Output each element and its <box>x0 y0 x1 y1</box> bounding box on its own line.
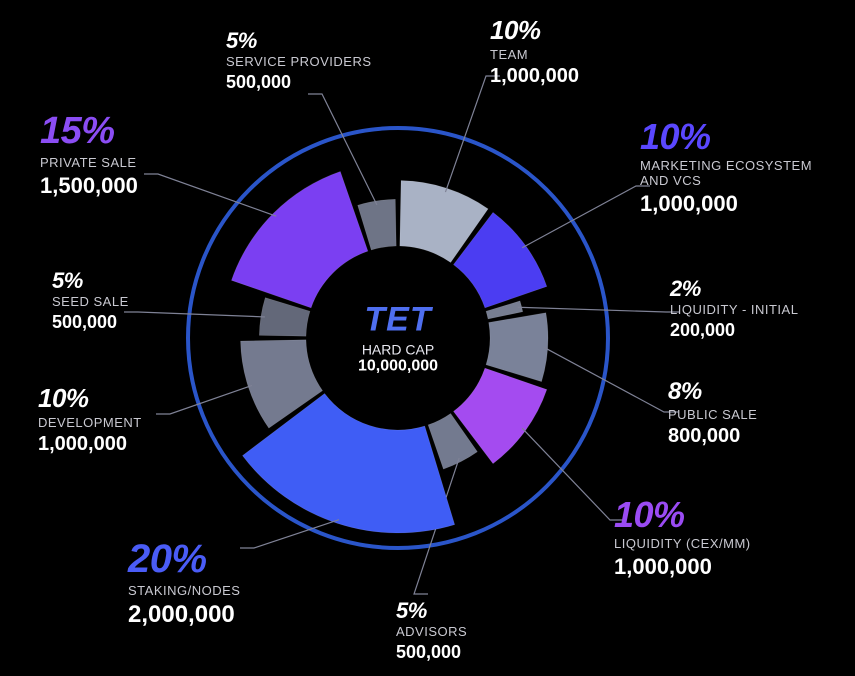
label-marketing-name: MARKETING ECOSYSTEMAND VCS <box>640 159 812 189</box>
label-service_providers-amount: 500,000 <box>226 72 372 93</box>
label-liquidity_initial: 2% LIQUIDITY - INITIAL 200,000 <box>670 276 798 341</box>
slice-private_sale <box>231 171 367 307</box>
center-subtitle: HARD CAP <box>358 342 438 358</box>
label-team-name: TEAM <box>490 48 579 63</box>
label-liquidity_initial-amount: 200,000 <box>670 320 798 341</box>
center-label: TET HARD CAP10,000,000 <box>358 301 438 376</box>
label-liquidity_cex-percent: 10% <box>614 494 751 535</box>
label-private_sale-amount: 1,500,000 <box>40 173 138 198</box>
label-private_sale: 15% PRIVATE SALE 1,500,000 <box>40 110 138 198</box>
label-staking-percent: 20% <box>128 536 240 582</box>
center-ticker: TET <box>358 301 438 340</box>
leader-marketing <box>522 186 650 248</box>
slice-public_sale <box>486 313 548 382</box>
label-development-amount: 1,000,000 <box>38 433 142 456</box>
leader-liquidity_cex <box>522 428 624 520</box>
leader-development <box>156 385 252 414</box>
label-seed_sale-amount: 500,000 <box>52 312 129 333</box>
center-total: 10,000,000 <box>358 358 438 376</box>
label-liquidity_initial-percent: 2% <box>670 276 798 301</box>
label-public_sale-name: PUBLIC SALE <box>668 408 757 423</box>
label-development-name: DEVELOPMENT <box>38 416 142 431</box>
label-advisors-percent: 5% <box>396 598 467 623</box>
label-seed_sale: 5% SEED SALE 500,000 <box>52 268 129 333</box>
leader-public_sale <box>544 347 678 412</box>
label-liquidity_cex-amount: 1,000,000 <box>614 554 751 579</box>
leader-seed_sale <box>124 312 265 317</box>
label-liquidity_cex-name: LIQUIDITY (CEX/MM) <box>614 537 751 552</box>
label-private_sale-percent: 15% <box>40 110 138 154</box>
label-development-percent: 10% <box>38 384 142 414</box>
label-team-amount: 1,000,000 <box>490 65 579 88</box>
label-staking: 20% STAKING/NODES 2,000,000 <box>128 536 240 629</box>
label-staking-name: STAKING/NODES <box>128 584 240 599</box>
label-development: 10% DEVELOPMENT 1,000,000 <box>38 384 142 456</box>
label-team: 10% TEAM 1,000,000 <box>490 16 579 88</box>
label-advisors-amount: 500,000 <box>396 642 467 663</box>
label-seed_sale-name: SEED SALE <box>52 295 129 310</box>
label-private_sale-name: PRIVATE SALE <box>40 156 138 171</box>
label-seed_sale-percent: 5% <box>52 268 129 293</box>
label-marketing-amount: 1,000,000 <box>640 191 812 216</box>
label-advisors-name: ADVISORS <box>396 625 467 640</box>
tokenomics-donut-chart: 10%TEAM1,000,00010%MARKETING ECOSYSTEMAN… <box>0 0 855 676</box>
label-service_providers-percent: 5% <box>226 28 372 53</box>
label-advisors: 5% ADVISORS 500,000 <box>396 598 467 663</box>
label-service_providers-name: SERVICE PROVIDERS <box>226 55 372 70</box>
leader-liquidity_initial <box>518 307 680 312</box>
label-public_sale-percent: 8% <box>668 378 757 406</box>
label-public_sale-amount: 800,000 <box>668 425 757 448</box>
label-service_providers: 5% SERVICE PROVIDERS 500,000 <box>226 28 372 93</box>
label-liquidity_initial-name: LIQUIDITY - INITIAL <box>670 303 798 318</box>
label-marketing: 10%MARKETING ECOSYSTEMAND VCS1,000,000 <box>640 116 812 217</box>
label-public_sale: 8% PUBLIC SALE 800,000 <box>668 378 757 448</box>
label-marketing-percent: 10% <box>640 116 812 157</box>
label-team-percent: 10% <box>490 16 579 46</box>
label-liquidity_cex: 10% LIQUIDITY (CEX/MM) 1,000,000 <box>614 494 751 580</box>
label-staking-amount: 2,000,000 <box>128 601 240 629</box>
